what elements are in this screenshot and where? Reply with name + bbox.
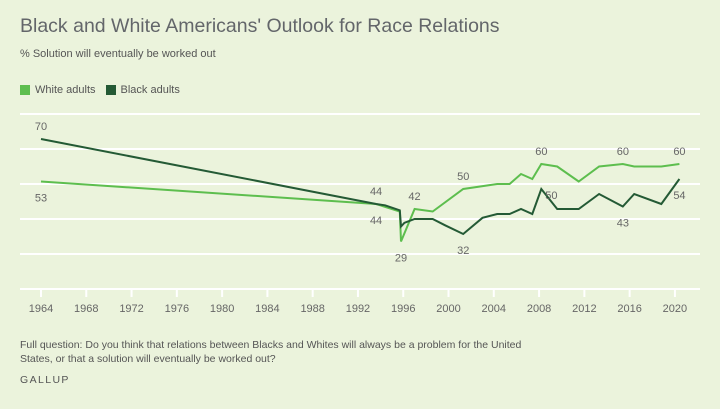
series-line-white-adults — [40, 162, 680, 242]
series-lines — [40, 138, 681, 242]
data-label-white-adults: 60 — [617, 146, 629, 158]
data-label-white-adults: 60 — [535, 146, 547, 158]
x-tick-label: 1996 — [391, 303, 415, 315]
data-label-white-adults: 60 — [673, 146, 685, 158]
legend-item-white-adults: White adults — [20, 84, 96, 96]
x-tick-label: 1972 — [119, 303, 143, 315]
data-labels: 53 44 29 42 50 60 60 60 70 44 32 50 43 54 — [35, 121, 686, 265]
x-tick-label: 1980 — [210, 303, 234, 315]
data-label-black-adults: 44 — [370, 186, 382, 198]
legend-swatch-white-adults — [20, 85, 30, 95]
x-tick-label: 2008 — [527, 303, 551, 315]
x-axis: 1964 1968 1972 1976 1980 1984 1988 1992 1996 2000… — [29, 289, 687, 315]
data-label-white-adults: 50 — [457, 171, 469, 183]
data-label-white-adults: 44 — [370, 215, 382, 227]
chart-subtitle: % Solution will eventually be worked out — [20, 48, 216, 60]
line-chart: 1964 1968 1972 1976 1980 1984 1988 1992 1996 2000… — [20, 113, 700, 315]
x-tick-label: 2004 — [482, 303, 506, 315]
x-tick-label: 1968 — [74, 303, 98, 315]
gridlines — [20, 113, 700, 290]
legend-item-black-adults: Black adults — [105, 84, 180, 96]
x-tick-label: 1988 — [300, 303, 324, 315]
legend-swatch-black-adults — [105, 85, 116, 95]
x-tick-label: 1976 — [165, 303, 189, 315]
x-tick-label: 1964 — [29, 303, 53, 315]
x-tick-label: 2012 — [572, 303, 596, 315]
gallup-logo: GALLUP — [20, 374, 70, 386]
data-label-black-adults: 70 — [35, 121, 47, 133]
data-label-black-adults: 50 — [545, 190, 557, 202]
legend: White adults Black adults — [20, 84, 190, 96]
x-tick-label: 2000 — [436, 303, 460, 315]
data-label-black-adults: 54 — [673, 190, 685, 202]
x-tick-label: 1992 — [346, 303, 370, 315]
data-label-white-adults: 29 — [395, 253, 407, 265]
x-tick-label: 2020 — [663, 303, 687, 315]
data-label-white-adults: 42 — [408, 191, 420, 203]
x-tick-label: 2016 — [617, 303, 641, 315]
x-tick-label: 1984 — [255, 303, 279, 315]
chart-title: Black and White Americans' Outlook for R… — [20, 15, 500, 37]
series-line-black-adults — [40, 138, 681, 236]
legend-label-black-adults: Black adults — [120, 84, 180, 96]
data-label-white-adults: 53 — [35, 193, 47, 205]
data-label-black-adults: 32 — [457, 245, 469, 257]
footnote: Full question: Do you think that relatio… — [20, 339, 522, 365]
data-label-black-adults: 43 — [617, 218, 629, 230]
legend-label-white-adults: White adults — [35, 84, 96, 96]
